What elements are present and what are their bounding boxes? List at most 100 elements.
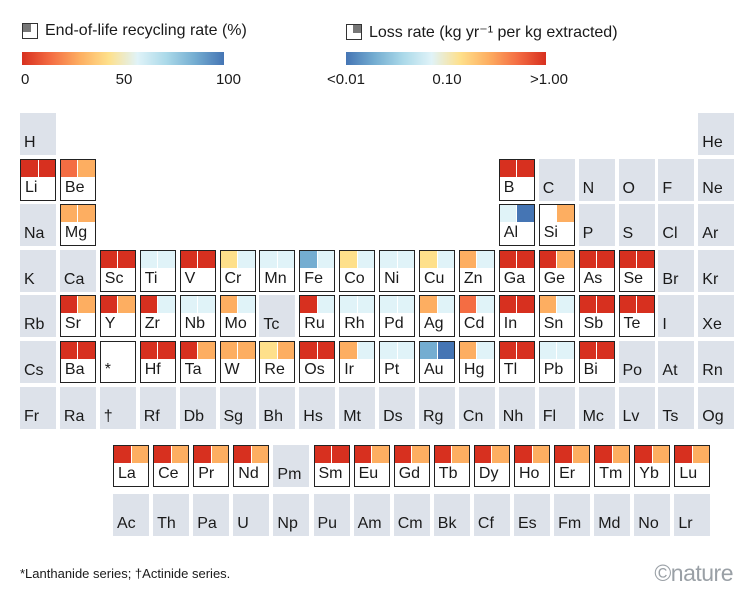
loss-swatch-ce	[171, 446, 189, 463]
element-symbol: Tl	[503, 361, 518, 378]
element-symbol: Gd	[398, 465, 421, 482]
loss-swatch-w	[238, 342, 255, 359]
element-symbol: Xe	[702, 316, 722, 334]
element-cell-nd: Nd	[233, 445, 270, 487]
element-symbol: Yb	[639, 465, 659, 482]
element-cell-cs: Cs	[20, 341, 56, 383]
loss-swatch-si	[557, 205, 574, 223]
element-cell-cl: Cl	[658, 204, 695, 247]
element-symbol: Co	[344, 269, 365, 287]
loss-swatch-tb	[452, 446, 469, 463]
ecr-swatch-ir	[340, 342, 357, 359]
element-symbol: Bk	[437, 515, 457, 532]
loss-swatch-pr	[211, 446, 229, 463]
element-cell-u: U	[233, 494, 270, 536]
ecr-swatch-os	[300, 342, 317, 359]
element-cell-in: In	[498, 295, 535, 338]
element-cell-pd: Pd	[379, 295, 416, 338]
element-symbol: Ce	[158, 465, 179, 482]
loss-tick-max: >1.00	[530, 71, 568, 88]
element-cell-tc: Tc	[259, 295, 296, 338]
loss-swatch-sn	[557, 296, 574, 314]
element-cell-ce: Ce	[153, 445, 190, 487]
element-cell-sr: Sr	[59, 295, 96, 338]
element-cell-at: At	[658, 341, 695, 383]
ecr-swatch-se	[619, 250, 636, 268]
ecr-swatch-sn	[539, 296, 557, 314]
ecr-swatch-ru	[300, 296, 317, 314]
element-cell-np: Np	[273, 494, 310, 536]
ecr-swatch-v	[180, 250, 198, 268]
ecr-swatch-au	[420, 342, 437, 359]
loss-swatch-re	[277, 342, 295, 359]
element-symbol: In	[503, 315, 518, 333]
loss-swatch-ho	[532, 446, 549, 463]
element-cell-sm: Sm	[313, 445, 350, 487]
element-cell-ds: Ds	[379, 386, 416, 429]
loss-swatch-co	[357, 250, 375, 268]
element-cell-c: C	[538, 158, 575, 201]
ecr-swatch-ga	[499, 250, 517, 268]
ecr-tick-min: 0	[21, 71, 30, 88]
element-symbol: Rf	[143, 407, 160, 425]
element-symbol: Np	[277, 515, 298, 532]
ecr-legend-label: End-of-life recycling rate (%)	[45, 22, 247, 39]
element-cell-ts: Ts	[658, 386, 695, 429]
ecr-swatch-cu	[420, 250, 437, 268]
loss-swatch-sb	[597, 296, 614, 314]
element-symbol: Zn	[463, 269, 483, 287]
element-symbol: Na	[24, 225, 45, 243]
element-symbol: Mt	[343, 407, 361, 425]
loss-swatch-zn	[477, 250, 494, 268]
element-symbol: Kr	[702, 270, 719, 288]
element-cell-br: Br	[658, 249, 695, 292]
ecr-swatch-fe	[300, 250, 317, 268]
element-cell-og: Og	[698, 386, 735, 429]
ecr-tick-mid: 50	[115, 71, 133, 88]
element-symbol: Nd	[238, 465, 259, 482]
element-symbol: Rb	[24, 316, 45, 334]
element-symbol: N	[582, 179, 595, 197]
element-cell-db: Db	[179, 386, 216, 429]
loss-swatch-li	[38, 159, 55, 177]
element-symbol: Mg	[64, 224, 88, 242]
ecr-colorbar	[22, 52, 224, 65]
element-symbol: Ca	[63, 270, 85, 288]
ecr-swatch-ag	[420, 296, 437, 314]
element-cell-co: Co	[339, 249, 376, 292]
loss-swatch-os	[317, 342, 335, 359]
ecr-swatch-ni	[380, 250, 397, 268]
element-cell-nh: Nh	[498, 386, 535, 429]
loss-swatch-nd	[251, 446, 269, 463]
element-cell-p: P	[578, 204, 615, 247]
element-symbol: Ds	[383, 407, 403, 425]
element-cell-mo: Mo	[219, 295, 256, 338]
element-symbol: Y	[104, 315, 116, 333]
element-cell-ba: Ba	[59, 341, 96, 383]
element-cell-na: Na	[20, 204, 56, 247]
element-cell-o: O	[618, 158, 655, 201]
element-cell-fe: Fe	[299, 249, 336, 292]
ecr-tick-max: 100	[215, 71, 241, 88]
element-cell-no: No	[634, 494, 671, 536]
element-symbol: Hg	[463, 361, 485, 378]
element-symbol: Al	[503, 224, 519, 242]
element-cell-kr: Kr	[698, 249, 735, 292]
element-cell-rg: Rg	[419, 386, 455, 429]
element-cell-lr: Lr	[674, 494, 711, 536]
element-symbol: Po	[622, 362, 643, 379]
element-symbol: Ar	[702, 225, 719, 243]
element-cell-la: La	[113, 445, 149, 487]
nature-logo: ©nature	[654, 560, 733, 586]
element-symbol: Fr	[24, 407, 40, 425]
loss-swatch-tm	[612, 446, 630, 463]
element-cell-cn: Cn	[458, 386, 495, 429]
element-symbol: Bi	[583, 361, 598, 378]
element-cell-rn: Rn	[698, 341, 735, 383]
loss-swatch-al	[517, 205, 534, 223]
element-symbol: Es	[518, 515, 537, 532]
element-symbol: Rh	[344, 315, 365, 333]
element-cell-k: K	[20, 249, 56, 292]
element-cell-zn: Zn	[458, 249, 495, 292]
loss-swatch-dy	[492, 446, 509, 463]
